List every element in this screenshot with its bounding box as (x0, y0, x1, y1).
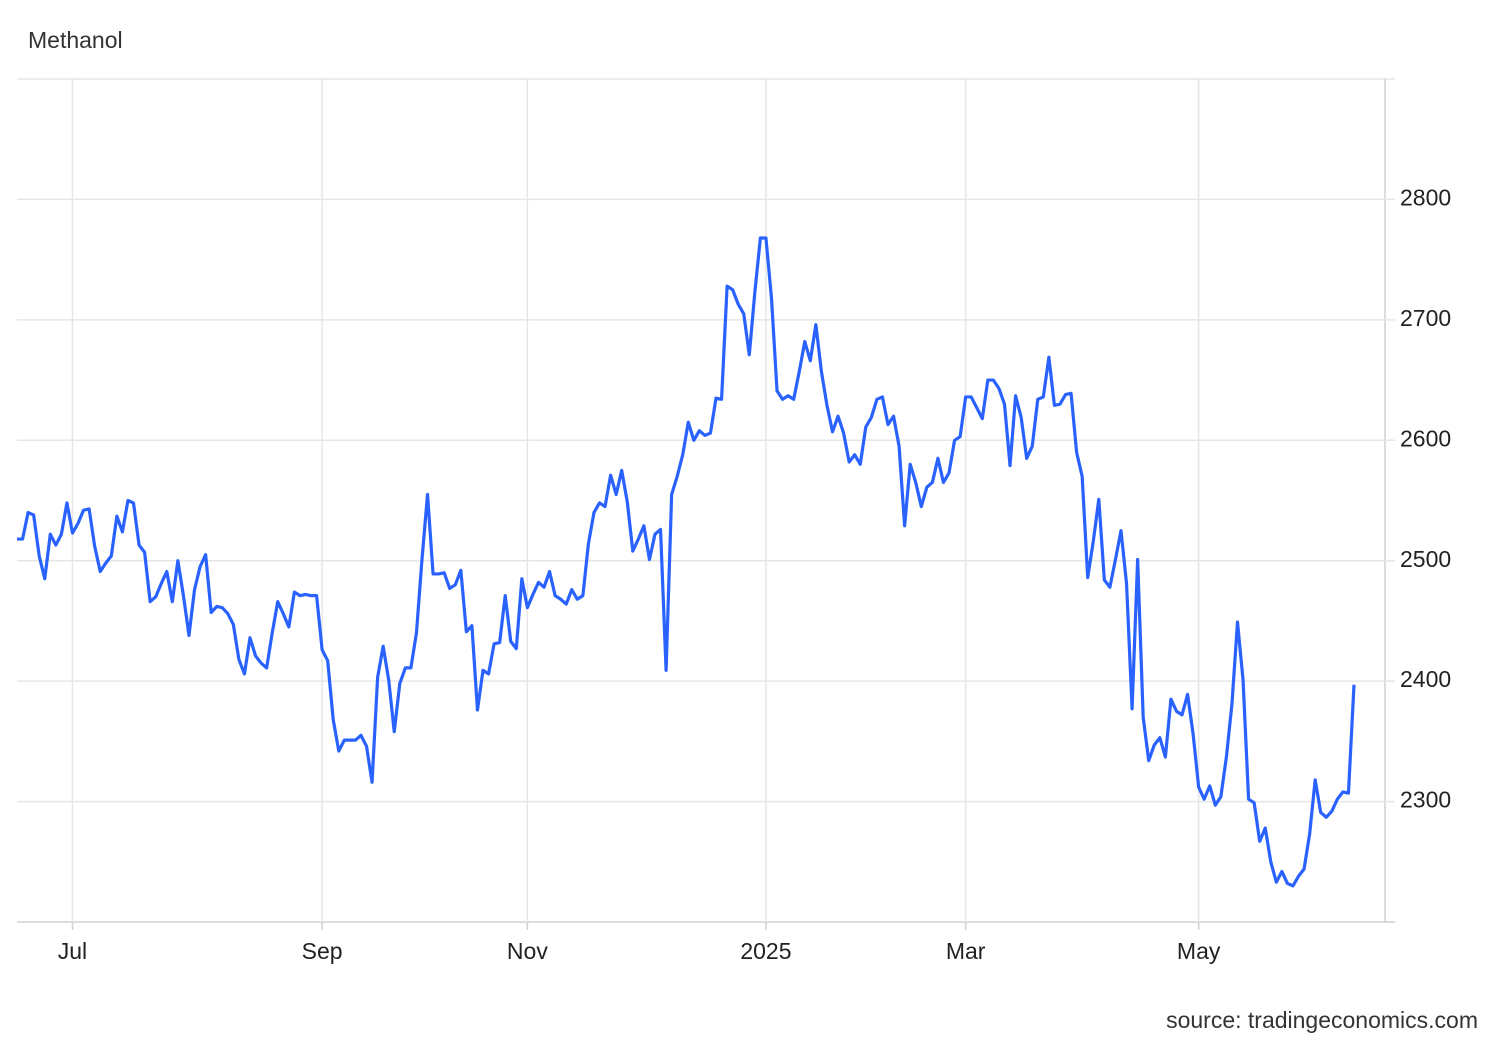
x-tick-label: Sep (302, 938, 343, 964)
x-tick-label: Jul (58, 938, 87, 964)
x-tick-label: Nov (507, 938, 548, 964)
chart-title: Methanol (28, 27, 123, 53)
source-note: source: tradingeconomics.com (1166, 1007, 1478, 1033)
price-line (17, 236, 1356, 888)
y-tick-label: 2700 (1400, 305, 1451, 331)
y-tick-label: 2400 (1400, 666, 1451, 692)
y-tick-label: 2600 (1400, 425, 1451, 451)
x-tick-label: 2025 (740, 938, 791, 964)
y-tick-label: 2500 (1400, 546, 1451, 572)
x-tick-label: May (1177, 938, 1221, 964)
y-tick-label: 2800 (1400, 185, 1451, 211)
x-tick-label: Mar (946, 938, 986, 964)
y-tick-label: 2300 (1400, 787, 1451, 813)
